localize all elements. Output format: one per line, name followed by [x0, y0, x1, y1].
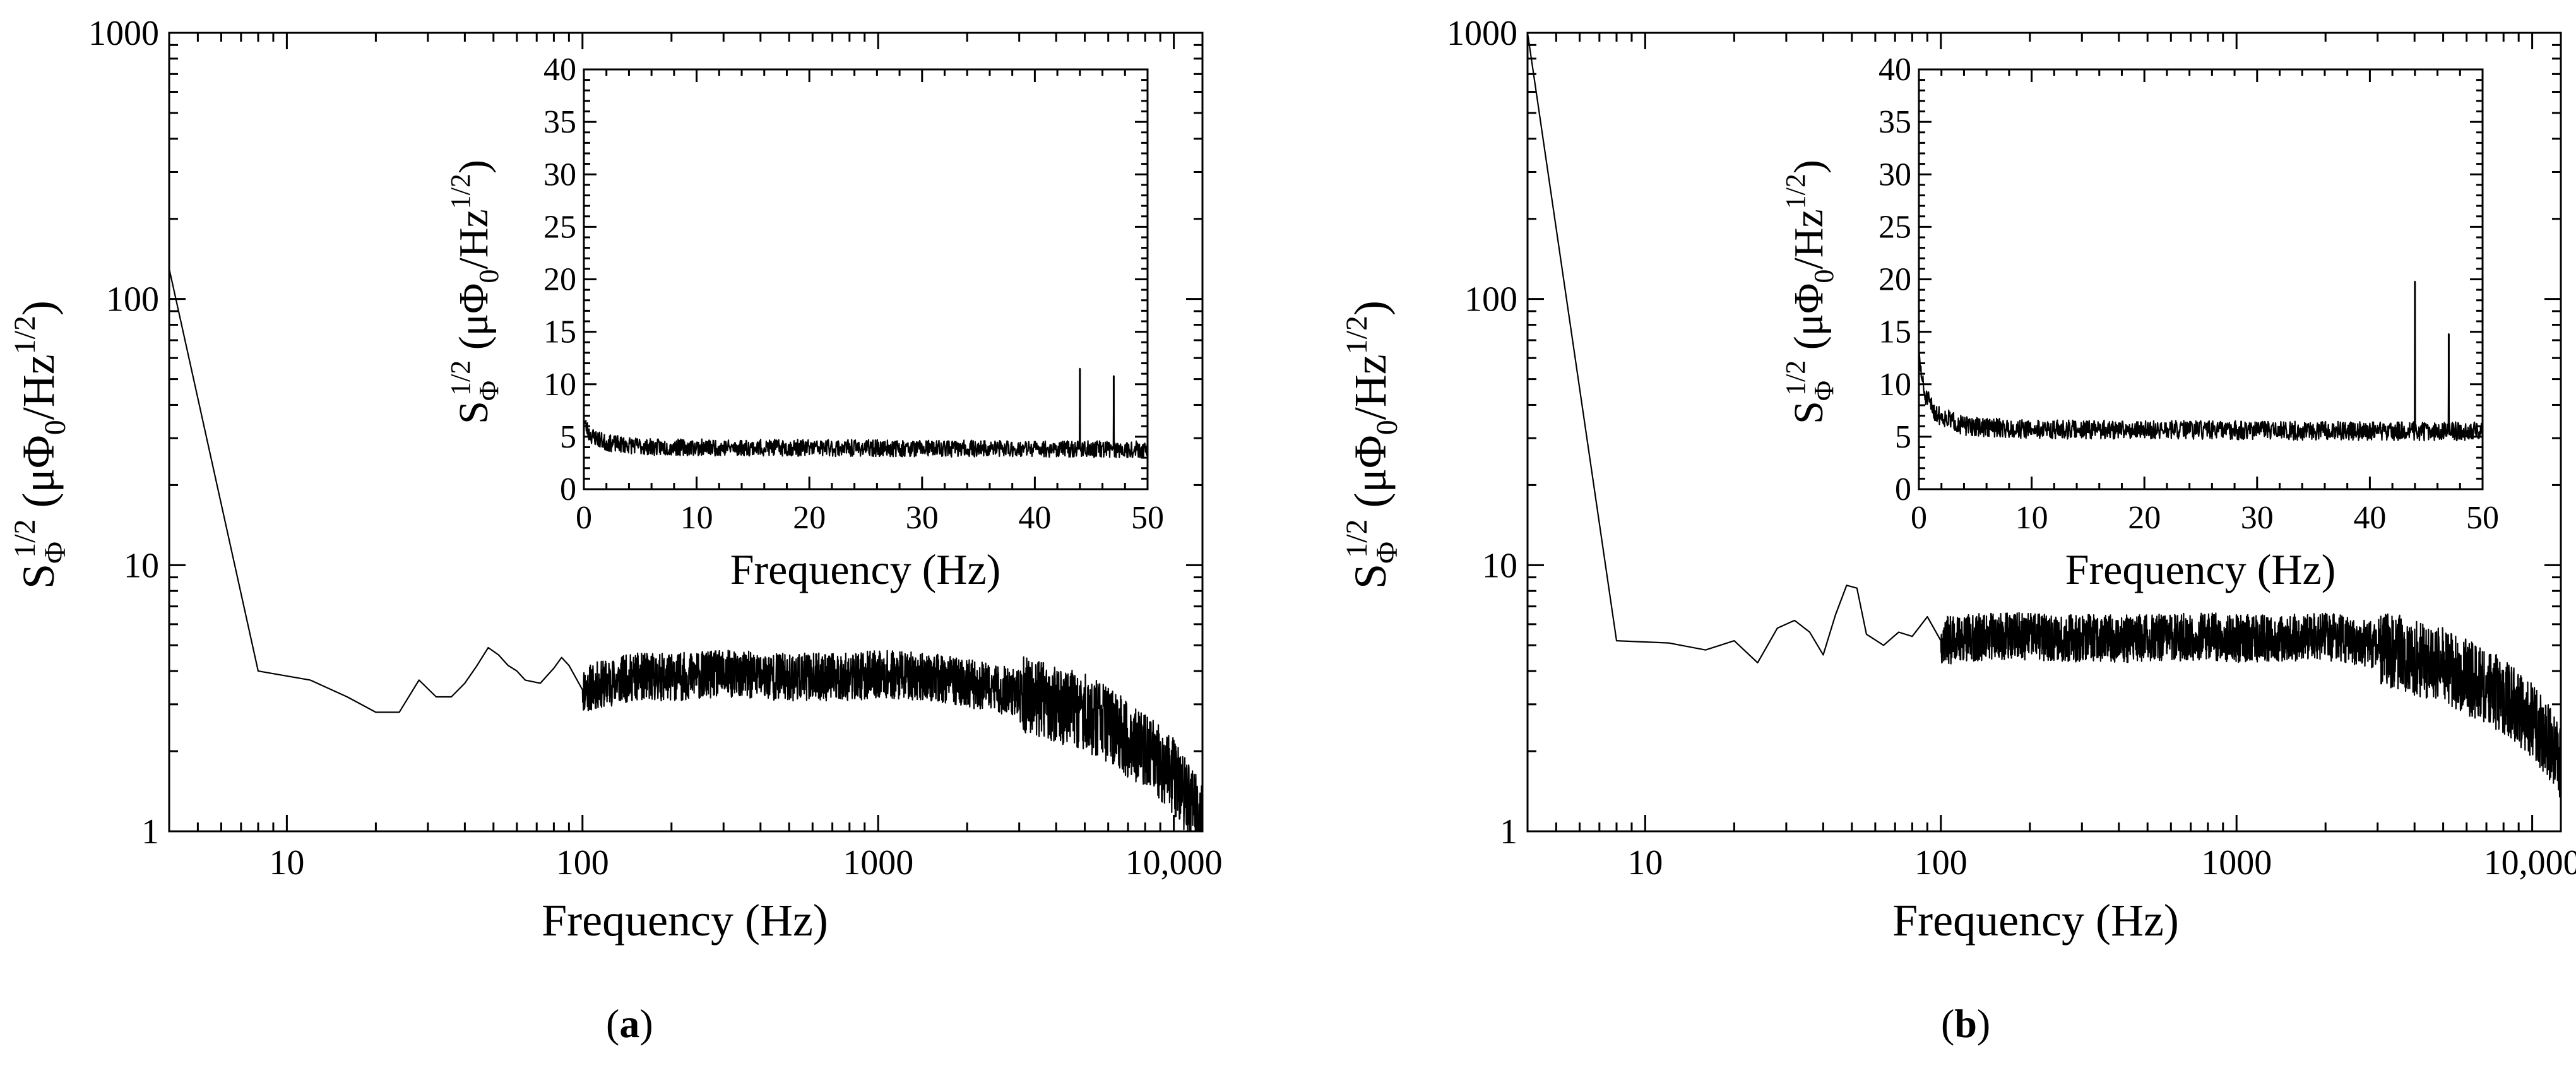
inset-x-tick-label: 20 — [793, 500, 826, 536]
y-axis-label: SΦ1/2 (μΦ0/Hz1/2) — [1780, 160, 1839, 424]
y-tick-label: 1 — [1500, 812, 1517, 852]
y-axis-label-part: 1/2 — [1340, 519, 1374, 558]
inset-x-tick-label: 20 — [2128, 500, 2161, 536]
x-tick-label: 10 — [269, 843, 304, 882]
inset-y-tick-label: 40 — [543, 52, 576, 88]
y-axis-label-part: ) — [451, 160, 497, 174]
y-axis-label-part: 1/2 — [445, 360, 476, 396]
panel-b-label: (b) — [1941, 1001, 1991, 1046]
y-axis-label-part: ) — [1786, 160, 1832, 174]
inset-y-tick-label: 5 — [560, 419, 576, 455]
x-axis-label: Frequency (Hz) — [1892, 895, 2179, 946]
y-axis-label-part: 1/2 — [1340, 316, 1374, 354]
y-axis-label-part: 0 — [473, 270, 504, 283]
y-axis-label-part: 1/2 — [1780, 174, 1811, 209]
y-axis-label-part: /Hz — [13, 354, 64, 420]
y-tick-label: 1 — [141, 812, 159, 852]
inset-y-tick-label: 15 — [543, 314, 576, 350]
inset-y-tick-label: 10 — [1879, 367, 1911, 403]
inset-x-tick-label: 40 — [2353, 500, 2386, 536]
y-axis-label-part: /Hz — [1786, 209, 1832, 269]
inset-x-tick-label: 0 — [576, 500, 592, 536]
panel-a-label: (a) — [606, 1001, 653, 1046]
inset-x-tick-label: 10 — [2015, 500, 2048, 536]
y-axis-label-part: S — [13, 564, 64, 589]
inset-x-tick-label: 30 — [906, 500, 939, 536]
y-axis-label-part: ) — [13, 300, 64, 316]
y-axis-label-part: (μΦ — [1345, 435, 1396, 519]
y-axis-label-part: Φ — [39, 542, 72, 564]
x-tick-label: 100 — [556, 843, 609, 882]
inset-y-tick-label: 10 — [543, 367, 576, 403]
x-axis-label: Frequency (Hz) — [542, 895, 828, 946]
x-tick-label: 10,000 — [2484, 843, 2576, 882]
inset-x-axis-label: Frequency (Hz) — [2065, 545, 2336, 593]
y-axis-label-part: 1/2 — [8, 316, 42, 354]
inset-y-tick-label: 30 — [1879, 157, 1911, 193]
y-axis-label-part: ) — [1345, 300, 1396, 316]
inset-y-tick-label: 35 — [1879, 104, 1911, 140]
y-axis-label-part: S — [451, 401, 497, 424]
inset-y-tick-label: 15 — [1879, 314, 1911, 350]
y-tick-label: 100 — [1464, 280, 1517, 319]
inset-x-tick-label: 0 — [1911, 500, 1927, 536]
y-axis-label-part: Φ — [473, 381, 504, 401]
inset-y-tick-label: 30 — [543, 157, 576, 193]
y-axis-label-part: 1/2 — [445, 174, 476, 209]
inset-x-axis-label: Frequency (Hz) — [730, 545, 1001, 593]
y-axis-label-part: 0 — [1808, 270, 1839, 283]
inset-x-tick-label: 50 — [1131, 500, 1164, 536]
inset-x-tick-label: 30 — [2241, 500, 2274, 536]
y-axis-label-part: 0 — [1370, 420, 1404, 435]
y-axis-label-part: (μΦ — [1786, 283, 1832, 360]
main-series-line — [1526, 32, 2562, 798]
x-tick-label: 1000 — [843, 843, 913, 882]
y-axis-label-part: (μΦ — [451, 283, 497, 360]
y-tick-label: 10 — [124, 546, 159, 585]
y-axis-label-part: Φ — [1370, 542, 1404, 564]
y-axis-label-part: (μΦ — [13, 435, 64, 519]
y-axis-label: SΦ1/2 (μΦ0/Hz1/2) — [8, 300, 72, 589]
y-tick-label: 100 — [106, 280, 159, 319]
y-tick-label: 1000 — [1447, 14, 1517, 53]
inset-x-tick-label: 10 — [680, 500, 713, 536]
x-tick-label: 100 — [1914, 843, 1968, 882]
main-series-line — [168, 268, 1203, 833]
inset-y-tick-label: 0 — [1895, 472, 1911, 507]
y-axis-label-part: S — [1786, 401, 1832, 424]
y-axis-label-part: S — [1345, 564, 1396, 589]
y-axis-label-part: Φ — [1808, 381, 1839, 401]
y-axis-label-part: 1/2 — [8, 519, 42, 558]
inset-plot-frame — [583, 68, 1149, 490]
inset-x-tick-label: 40 — [1018, 500, 1051, 536]
y-axis-label-part: /Hz — [1345, 354, 1396, 420]
inset-series-line — [583, 367, 1149, 459]
inset-y-tick-label: 0 — [560, 472, 576, 507]
y-tick-label: 10 — [1482, 546, 1517, 585]
x-tick-label: 1000 — [2201, 843, 2272, 882]
inset-plot-frame — [1918, 68, 2484, 490]
main-plot-frame — [168, 32, 1204, 833]
inset-x-tick-label: 50 — [2466, 500, 2499, 536]
y-tick-label: 1000 — [88, 14, 159, 53]
inset-y-tick-label: 25 — [1879, 209, 1911, 245]
inset-y-tick-label: 20 — [543, 262, 576, 298]
y-axis-label-part: 0 — [39, 420, 72, 435]
y-axis-label: SΦ1/2 (μΦ0/Hz1/2) — [1340, 300, 1404, 589]
y-axis-label-part: /Hz — [451, 209, 497, 269]
inset-y-tick-label: 25 — [543, 209, 576, 245]
x-tick-label: 10,000 — [1125, 843, 1223, 882]
main-plot-frame — [1526, 32, 2562, 833]
inset-series-line — [1918, 280, 2484, 442]
y-axis-label-part: 1/2 — [1780, 360, 1811, 396]
inset-y-tick-label: 20 — [1879, 262, 1911, 298]
y-axis-label: SΦ1/2 (μΦ0/Hz1/2) — [445, 160, 504, 424]
x-tick-label: 10 — [1627, 843, 1663, 882]
inset-y-tick-label: 35 — [543, 104, 576, 140]
inset-y-tick-label: 40 — [1879, 52, 1911, 88]
inset-y-tick-label: 5 — [1895, 419, 1911, 455]
